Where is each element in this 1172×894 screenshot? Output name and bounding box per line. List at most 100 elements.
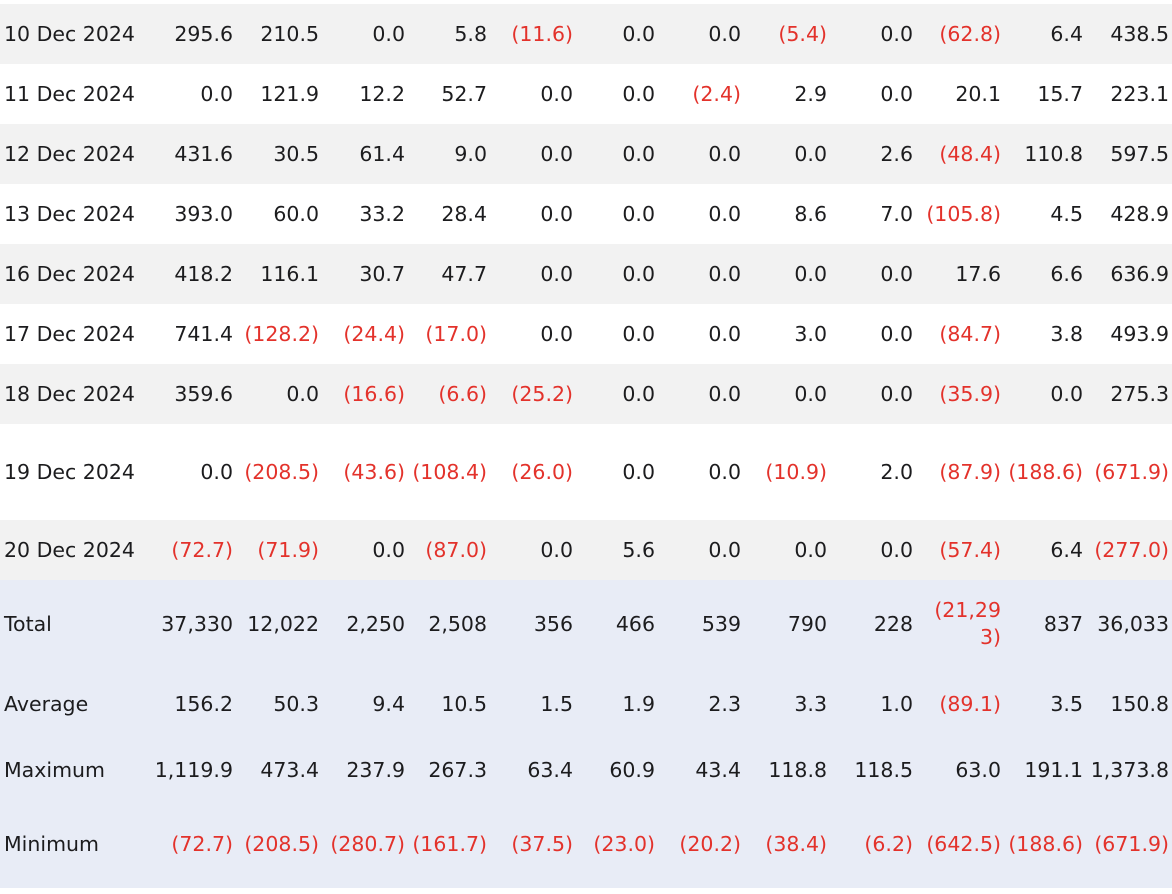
table-cell: 0.0 — [830, 364, 916, 424]
table-cell: 6.6 — [1004, 244, 1086, 304]
table-cell: 223.1 — [1086, 64, 1172, 124]
table-cell: (108.4) — [408, 424, 490, 520]
table-cell: 210.5 — [236, 4, 322, 64]
table-cell: 63.4 — [490, 740, 576, 800]
table-cell: 17.6 — [916, 244, 1004, 304]
table-cell: (84.7) — [916, 304, 1004, 364]
table-row: 10 Dec 2024 295.6 210.5 0.0 5.8 (11.6) 0.0 0.0(… — [0, 4, 1172, 64]
table-cell: 275.3 — [1086, 364, 1172, 424]
table-cell: 741.4 — [148, 304, 236, 364]
row-date: 17 Dec 2024 — [0, 304, 148, 364]
table-cell: (72.7) — [148, 520, 236, 580]
table-cell: 0.0 — [658, 244, 744, 304]
table-cell: 228 — [830, 580, 916, 668]
table-cell: 0.0 — [658, 124, 744, 184]
table-cell: 0.0 — [322, 4, 408, 64]
table-cell: 3.3 — [744, 668, 830, 740]
row-date: 12 Dec 2024 — [0, 124, 148, 184]
table-cell: 0.0 — [490, 244, 576, 304]
table-cell: 60.9 — [576, 740, 658, 800]
table-cell: 393.0 — [148, 184, 236, 244]
table-cell: 428.9 — [1086, 184, 1172, 244]
table-cell: (72.7) — [148, 800, 236, 888]
table-cell: (5.4) — [744, 4, 830, 64]
flows-table: 10 Dec 2024 295.6 210.5 0.0 5.8 (11.6) 0.0 0.0(… — [0, 4, 1172, 888]
table-row: 18 Dec 2024 359.6 0.0 (16.6) (6.6) (25.2) 0.0 0… — [0, 364, 1172, 424]
table-cell: 47.7 — [408, 244, 490, 304]
table-cell: (16.6) — [322, 364, 408, 424]
table-cell: 0.0 — [658, 364, 744, 424]
table-row: 11 Dec 2024 0.0 121.9 12.2 52.7 0.0 0.0 (2.4) 2.… — [0, 64, 1172, 124]
table-cell: 52.7 — [408, 64, 490, 124]
table-cell: 2.9 — [744, 64, 830, 124]
table-cell: 0.0 — [576, 364, 658, 424]
table-row: 17 Dec 2024 741.4 (128.2) (24.4) (17.0) 0.0 0.… — [0, 304, 1172, 364]
table-cell: 33.2 — [322, 184, 408, 244]
table-cell: 7.0 — [830, 184, 916, 244]
table-cell: 0.0 — [658, 304, 744, 364]
table-cell: 0.0 — [658, 4, 744, 64]
table-cell: (87.9) — [916, 424, 1004, 520]
table-row: 16 Dec 2024 418.2 116.1 30.7 47.7 0.0 0.0 0.0 0.… — [0, 244, 1172, 304]
table-cell: (37.5) — [490, 800, 576, 888]
table-cell: 0.0 — [744, 244, 830, 304]
row-date: 16 Dec 2024 — [0, 244, 148, 304]
table-cell: 110.8 — [1004, 124, 1086, 184]
table-row: 20 Dec 2024 (72.7) (71.9) 0.0 (87.0) 0.0 5.6 0.… — [0, 520, 1172, 580]
table-cell: 438.5 — [1086, 4, 1172, 64]
table-cell: 0.0 — [576, 184, 658, 244]
summary-row: Total 37,330 12,022 2,250 2,508 356 466 539 790 2… — [0, 580, 1172, 668]
table-cell: 0.0 — [830, 4, 916, 64]
table-cell: (89.1) — [916, 668, 1004, 740]
table-cell: (20.2) — [658, 800, 744, 888]
table-cell: 0.0 — [658, 520, 744, 580]
table-cell: 116.1 — [236, 244, 322, 304]
table-cell: 30.5 — [236, 124, 322, 184]
table-cell: 790 — [744, 580, 830, 668]
table-cell: 118.5 — [830, 740, 916, 800]
table-cell: (48.4) — [916, 124, 1004, 184]
table-cell: (2.4) — [658, 64, 744, 124]
summary-row: Maximum 1,119.9 473.4 237.9 267.3 63.4 60.9 43.… — [0, 740, 1172, 800]
table-cell: (24.4) — [322, 304, 408, 364]
table-cell: (671.9) — [1086, 800, 1172, 888]
table-cell: 3.8 — [1004, 304, 1086, 364]
table-cell: 0.0 — [576, 64, 658, 124]
table-cell: 1,119.9 — [148, 740, 236, 800]
table-cell: 36,033 — [1086, 580, 1172, 668]
table-cell: 0.0 — [490, 184, 576, 244]
summary-section: Total 37,330 12,022 2,250 2,508 356 466 539 790 2… — [0, 580, 1172, 888]
table-cell: 8.6 — [744, 184, 830, 244]
table-cell: (11.6) — [490, 4, 576, 64]
table-cell: (105.8) — [916, 184, 1004, 244]
table-cell: 9.0 — [408, 124, 490, 184]
table-cell: 295.6 — [148, 4, 236, 64]
table-cell: 0.0 — [576, 244, 658, 304]
table-cell: 1,373.8 — [1086, 740, 1172, 800]
table-cell: (17.0) — [408, 304, 490, 364]
table-cell: (71.9) — [236, 520, 322, 580]
table-cell: 0.0 — [658, 424, 744, 520]
table-cell: 43.4 — [658, 740, 744, 800]
table-cell: 597.5 — [1086, 124, 1172, 184]
row-label: Average — [0, 668, 148, 740]
table-cell: (188.6) — [1004, 424, 1086, 520]
table-cell: 0.0 — [576, 124, 658, 184]
table-cell: 356 — [490, 580, 576, 668]
table-cell: 3.0 — [744, 304, 830, 364]
table-cell: 0.0 — [830, 64, 916, 124]
table-row: 12 Dec 2024 431.6 30.5 61.4 9.0 0.0 0.0 0.0 0.0 2… — [0, 124, 1172, 184]
table-cell: (62.8) — [916, 4, 1004, 64]
table-cell: 5.6 — [576, 520, 658, 580]
table-cell: 1.5 — [490, 668, 576, 740]
table-cell: 2.3 — [658, 668, 744, 740]
table-cell: 0.0 — [1004, 364, 1086, 424]
table-cell: (21,293) — [916, 580, 1004, 668]
table-cell: (43.6) — [322, 424, 408, 520]
table-cell: 0.0 — [576, 424, 658, 520]
table-cell: 2,508 — [408, 580, 490, 668]
table-cell: (57.4) — [916, 520, 1004, 580]
table-cell: 0.0 — [576, 304, 658, 364]
table-cell: 0.0 — [658, 184, 744, 244]
row-label: Maximum — [0, 740, 148, 800]
